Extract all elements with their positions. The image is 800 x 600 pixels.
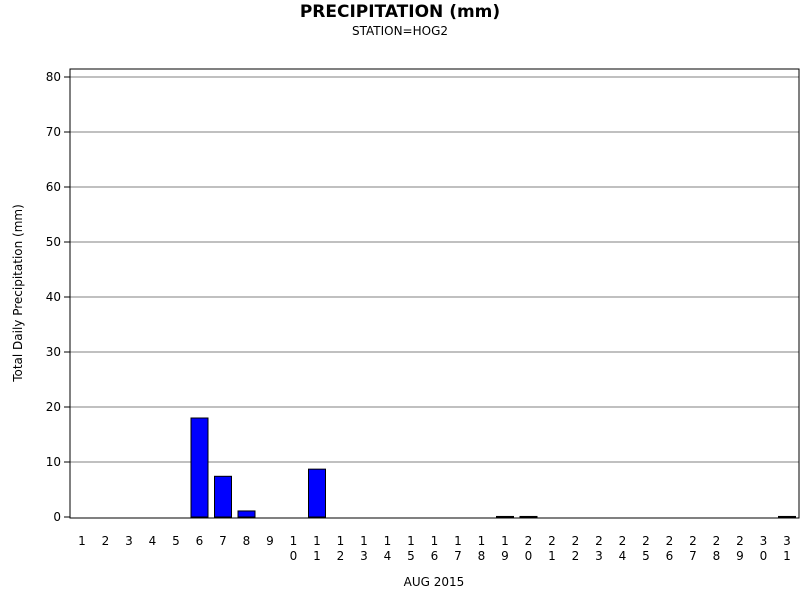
- x-tick-label: 8: [713, 549, 721, 563]
- y-tick-label: 70: [46, 125, 61, 139]
- x-tick-label: 1: [501, 534, 509, 548]
- bar: [214, 475, 232, 518]
- x-tick-label: 3: [595, 549, 603, 563]
- y-tick-label: 80: [46, 70, 61, 84]
- x-tick-label: 6: [666, 549, 674, 563]
- x-tick-label: 3: [760, 534, 768, 548]
- y-tick-label: 40: [46, 290, 61, 304]
- x-tick-label: 3: [125, 534, 133, 548]
- x-tick-label: 2: [595, 534, 603, 548]
- x-tick-label: 1: [548, 549, 556, 563]
- y-axis-label: Total Daily Precipitation (mm): [11, 204, 25, 383]
- x-tick-label: 1: [431, 534, 439, 548]
- bar: [778, 515, 796, 518]
- x-tick-label: 0: [290, 549, 298, 563]
- x-tick-label: 5: [642, 549, 650, 563]
- x-tick-label: 1: [290, 534, 298, 548]
- x-tick-label: 2: [689, 534, 697, 548]
- x-tick-label: 1: [783, 549, 791, 563]
- x-tick-label: 1: [313, 549, 321, 563]
- x-tick-label: 2: [619, 534, 627, 548]
- x-tick-label: 6: [431, 549, 439, 563]
- y-tick-label: 20: [46, 400, 61, 414]
- y-tick-label: 30: [46, 345, 61, 359]
- x-tick-label: 2: [572, 534, 580, 548]
- x-tick-label: 7: [454, 549, 462, 563]
- x-tick-label: 4: [384, 549, 392, 563]
- x-tick-label: 2: [337, 549, 345, 563]
- x-tick-label: 1: [478, 534, 486, 548]
- x-tick-label: 2: [548, 534, 556, 548]
- bar-series: [190, 417, 796, 518]
- x-tick-label: 2: [572, 549, 580, 563]
- bar: [190, 417, 209, 518]
- x-tick-label: 1: [78, 534, 86, 548]
- bar: [519, 515, 538, 518]
- x-tick-label: 2: [525, 534, 533, 548]
- x-tick-label: 9: [266, 534, 274, 548]
- x-tick-label: 5: [407, 549, 415, 563]
- y-tick-label: 60: [46, 180, 61, 194]
- x-tick-label: 1: [454, 534, 462, 548]
- y-tick-label: 50: [46, 235, 61, 249]
- chart-subtitle: STATION=HOG2: [352, 24, 448, 38]
- x-tick-label: 7: [219, 534, 227, 548]
- chart-title: PRECIPITATION (mm): [300, 2, 500, 22]
- x-tick-label: 2: [666, 534, 674, 548]
- plot-frame: [69, 68, 800, 519]
- x-tick-label: 5: [172, 534, 180, 548]
- x-tick-label: 4: [619, 549, 627, 563]
- x-tick-label: 1: [313, 534, 321, 548]
- x-tick-label: 0: [525, 549, 533, 563]
- x-tick-label: 2: [642, 534, 650, 548]
- x-tick-label: 8: [243, 534, 251, 548]
- x-tick-label: 4: [149, 534, 157, 548]
- y-tick-label: 0: [53, 510, 61, 524]
- x-tick-label: 0: [760, 549, 768, 563]
- y-tick-label: 10: [46, 455, 61, 469]
- x-tick-label: 2: [102, 534, 110, 548]
- x-tick-label: 3: [360, 549, 368, 563]
- x-tick-label: 1: [337, 534, 345, 548]
- x-tick-label: 8: [478, 549, 486, 563]
- bar: [496, 515, 514, 518]
- x-tick-label: 2: [713, 534, 721, 548]
- x-tick-label: 6: [196, 534, 204, 548]
- bar: [237, 510, 256, 518]
- x-tick-label: 7: [689, 549, 697, 563]
- x-tick-label: 3: [783, 534, 791, 548]
- x-axis-label: AUG 2015: [404, 575, 465, 589]
- y-axis-ticks: 0 10 20 30 40 50 60 70 80: [46, 70, 70, 524]
- x-tick-label: 1: [407, 534, 415, 548]
- x-tick-label: 1: [384, 534, 392, 548]
- gridlines: [70, 76, 799, 463]
- x-tick-label: 9: [501, 549, 509, 563]
- x-tick-label: 2: [736, 534, 744, 548]
- x-tick-label: 9: [736, 549, 744, 563]
- bar: [308, 468, 326, 518]
- x-axis-ticks: 1 2 3 4 5 6 7 8 9 1011121314151617181920212223242…: [78, 534, 791, 563]
- x-tick-label: 1: [360, 534, 368, 548]
